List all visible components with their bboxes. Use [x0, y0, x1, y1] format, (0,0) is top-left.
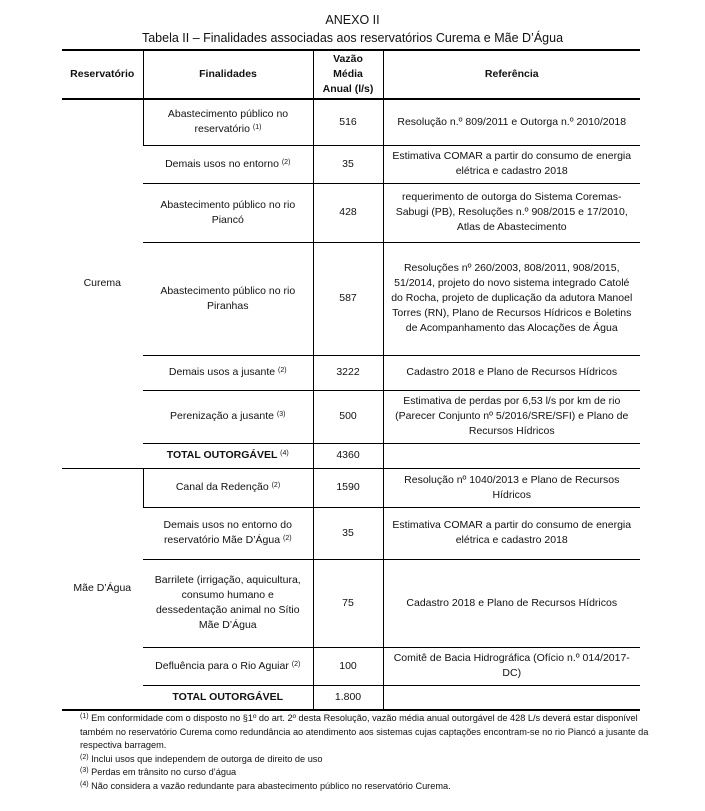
finalidade-text: Abastecimento público no reservatório: [167, 108, 289, 136]
finalidade-cell: TOTAL OUTORGÁVEL: [143, 684, 313, 711]
header-finalidades: Finalidades: [142, 49, 313, 100]
referencia-cell: Resolução n.º 809/2011 e Outorga n.º 201…: [382, 98, 640, 145]
finalidade-text: TOTAL OUTORGÁVEL: [166, 449, 278, 461]
footnote-text: Não considera a vazão redundante para ab…: [91, 780, 451, 791]
reservoir-name: Curema: [62, 98, 143, 468]
referencia-cell: Resolução nº 1040/2013 e Plano de Recurs…: [382, 467, 640, 507]
vazao-cell: 75: [312, 558, 383, 647]
footnotes: (1) Em conformidade com o disposto no §1…: [80, 712, 650, 794]
vazao-cell: 516: [312, 98, 383, 145]
vazao-cell: 500: [312, 389, 383, 443]
vazao-cell: 4360: [312, 442, 383, 468]
finalidade-cell: Demais usos a jusante (2): [143, 354, 313, 390]
vazao-cell: 3222: [312, 354, 383, 390]
finalidade-cell: Demais usos no entorno (2): [143, 144, 313, 183]
finalidade-text: Defluência para o Rio Aguiar: [155, 659, 289, 672]
finalidade-text: Canal da Redenção: [175, 481, 269, 493]
finalidade-text: Perenização a jusante: [170, 410, 274, 422]
finalidade-text: Demais usos a jusante: [168, 366, 276, 378]
footnote-ref: (2): [291, 660, 301, 668]
finalidade-cell: Abastecimento público no rio Piranhas: [143, 241, 313, 355]
table-title: Tabela II – Finalidades associadas aos r…: [141, 31, 564, 45]
referencia-cell: Resoluções nº 260/2003, 808/2011, 908/20…: [382, 241, 640, 355]
footnote-mark: (4): [80, 780, 89, 788]
vazao-cell: 35: [312, 506, 383, 559]
finalidade-text: TOTAL OUTORGÁVEL: [172, 690, 284, 703]
footnote: (2) Inclui usos que independem de outorg…: [80, 753, 650, 767]
finalidade-cell: Defluência para o Rio Aguiar (2): [143, 646, 313, 685]
footnote-ref: (2): [283, 535, 292, 542]
footnote: (3) Perdas em trânsito no curso d’água: [80, 766, 650, 780]
referencia-cell: requerimento de outorga do Sistema Corem…: [382, 182, 640, 242]
finalidade-cell: TOTAL OUTORGÁVEL (4): [143, 442, 313, 468]
finalidade-cell: Demais usos no entorno do reservatório M…: [143, 506, 313, 559]
finalidade-cell: Barrilete (irrigação, aquicultura, consu…: [143, 558, 313, 647]
table-row: TOTAL OUTORGÁVEL 1.800: [62, 684, 640, 711]
table-row: Curema Abastecimento público no reservató…: [62, 98, 640, 468]
referencia-cell: Comitê de Bacia Hidrográfica (Ofício n.º…: [382, 646, 640, 685]
finalidade-text: Abastecimento público no rio Piancó: [160, 198, 296, 226]
footnote-ref: (4): [280, 450, 289, 457]
referencia-cell: [382, 684, 640, 711]
table-row: Demais usos a jusante (2) 3222 Cadastro 20…: [62, 354, 640, 390]
footnote-mark: (3): [80, 767, 89, 775]
footnote-ref: (2): [271, 482, 281, 489]
header-referencia: Referência: [382, 49, 640, 100]
footnote-ref: (3): [276, 411, 286, 418]
header-vazao: Vazão Média Anual (l/s): [312, 49, 383, 100]
finalidade-text: Demais usos no entorno do reservatório M…: [163, 519, 292, 546]
referencia-cell: Estimativa COMAR a partir do consumo de …: [382, 144, 640, 183]
referencia-cell: [382, 442, 640, 468]
header-reservatorio: Reservatório: [62, 49, 143, 100]
table-row: Defluência para o Rio Aguiar (2) 100 Comit…: [62, 646, 640, 685]
vazao-cell: 1590: [312, 467, 383, 507]
annex-title: ANEXO II: [325, 13, 380, 27]
finalidade-cell: Abastecimento público no reservatório (1…: [142, 98, 313, 145]
vazao-cell: 1.800: [312, 684, 383, 711]
footnote-ref: (2): [281, 158, 291, 166]
referencia-cell: Cadastro 2018 e Plano de Recursos Hídric…: [382, 354, 640, 390]
table-row: Demais usos no entorno do reservatório M…: [62, 506, 640, 559]
footnote-ref: (1): [252, 124, 262, 132]
vazao-cell: 35: [312, 144, 383, 183]
footnote-text: Em conformidade com o disposto no §1º do…: [80, 713, 649, 751]
vazao-cell: 587: [312, 241, 383, 355]
reservoir-name: Mãe D’Água: [62, 467, 143, 711]
table-row: Abastecimento público no rio Piranhas 587…: [62, 241, 640, 355]
finalidade-cell: Canal da Redenção (2): [142, 467, 313, 507]
vazao-cell: 428: [312, 182, 383, 242]
table-row: Abastecimento público no rio Piancó 428 re…: [62, 182, 640, 242]
footnote-mark: (2): [80, 753, 89, 761]
footnote-mark: (1): [80, 713, 89, 720]
finalidade-cell: Perenização a jusante (3): [143, 389, 313, 443]
table-row: Mãe D’Água Canal da Redenção (2) 1590 Resol…: [62, 467, 640, 711]
finalidade-text: Barrilete (irrigação, aquicultura, consu…: [154, 574, 301, 631]
table-row: Perenização a jusante (3) 500 Estimativa d…: [62, 389, 640, 443]
referencia-cell: Estimativa de perdas por 6,53 l/s por km…: [382, 389, 640, 443]
footnote: (1) Em conformidade com o disposto no §1…: [80, 712, 650, 753]
footnote-text: Inclui usos que independem de outorga de…: [91, 753, 323, 764]
footnote: (4) Não considera a vazão redundante par…: [80, 780, 650, 794]
table-row: Demais usos no entorno (2) 35 Estimativa C…: [62, 144, 640, 183]
footnote-ref: (2): [278, 367, 287, 374]
finalidade-cell: Abastecimento público no rio Piancó: [143, 182, 313, 242]
table-row: TOTAL OUTORGÁVEL (4) 4360: [62, 442, 640, 468]
purposes-table: Reservatório Finalidades Vazão Média Anu…: [62, 49, 640, 711]
finalidade-text: Abastecimento público no rio Piranhas: [160, 284, 296, 312]
table-body: Curema Abastecimento público no reservató…: [62, 98, 640, 711]
vazao-cell: 100: [312, 646, 383, 685]
referencia-cell: Estimativa COMAR a partir do consumo de …: [382, 506, 640, 559]
table-row: Barrilete (irrigação, aquicultura, consu…: [62, 558, 640, 647]
finalidade-text: Demais usos no entorno: [165, 157, 279, 170]
footnote-text: Perdas em trânsito no curso d’água: [91, 767, 237, 778]
referencia-cell: Cadastro 2018 e Plano de Recursos Hídric…: [382, 558, 640, 647]
